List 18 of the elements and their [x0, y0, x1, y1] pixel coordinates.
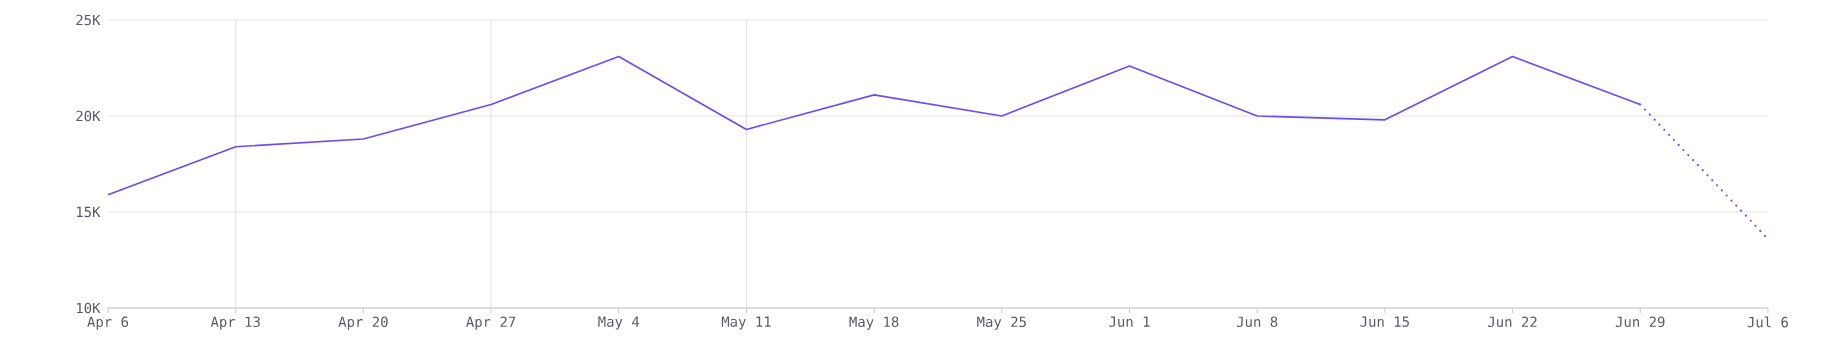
- x-tick-label: Jun 29: [1615, 316, 1665, 328]
- x-tick-label: Jun 22: [1488, 316, 1537, 328]
- x-tick-label: Apr 20: [338, 316, 388, 330]
- y-tick-label: 15K: [76, 206, 101, 218]
- x-tick-label: Apr 6: [87, 316, 129, 330]
- x-tick-label: Jun 8: [1236, 316, 1278, 328]
- x-tick-label: May 25: [977, 316, 1026, 330]
- x-tick-label: Apr 13: [210, 316, 260, 330]
- x-tick-label: Jul 6: [1747, 316, 1789, 328]
- x-tick-label: Jun 15: [1360, 316, 1409, 327]
- y-tick-label: 25K: [76, 14, 101, 26]
- x-tick-label: May 18: [849, 316, 899, 330]
- x-tick-label: Jun 1: [1109, 316, 1150, 327]
- x-tick-label: May 4: [598, 316, 640, 330]
- x-tick-label: May 11: [721, 316, 771, 330]
- x-tick-label: Apr 27: [466, 316, 516, 330]
- y-tick-label: 10K: [76, 302, 101, 314]
- y-tick-label: 20K: [76, 110, 101, 122]
